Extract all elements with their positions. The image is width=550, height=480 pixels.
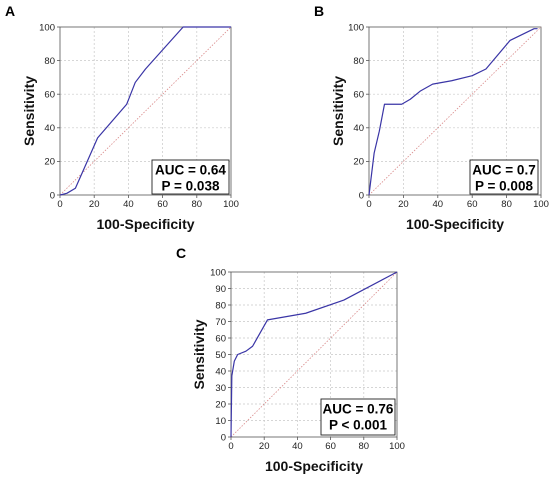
stats-box bbox=[469, 159, 539, 195]
y-tick-label: 100 bbox=[39, 22, 55, 33]
x-tick-label: 100 bbox=[389, 441, 405, 452]
p-value: P = 0.038 bbox=[162, 179, 220, 194]
y-tick-label: 100 bbox=[348, 22, 364, 33]
roc-panel-c: C 0 20 40 60 80 100 0 10 20 30 40 50 60 70 80 90 100 100-S… bbox=[176, 245, 405, 474]
y-tick-label: 60 bbox=[44, 90, 55, 101]
y-tick-label: 40 bbox=[353, 123, 364, 134]
x-tick-label: 20 bbox=[89, 199, 100, 210]
x-tick-label: 20 bbox=[398, 199, 409, 210]
y-tick-label: 50 bbox=[215, 350, 226, 361]
x-tick-label: 100 bbox=[533, 199, 549, 210]
panel-letter: A bbox=[5, 3, 15, 19]
x-axis-title: 100-Specificity bbox=[265, 458, 363, 474]
panel-letter: C bbox=[176, 245, 186, 261]
x-tick-label: 100 bbox=[223, 199, 239, 210]
x-tick-label: 60 bbox=[325, 441, 336, 452]
plot-frame bbox=[59, 26, 232, 196]
y-tick-label: 0 bbox=[221, 432, 226, 443]
y-tick-label: 10 bbox=[215, 416, 226, 427]
y-tick-label: 80 bbox=[353, 56, 364, 67]
x-tick-label: 80 bbox=[359, 441, 370, 452]
auc-value: AUC = 0.64 bbox=[155, 163, 226, 178]
y-tick-label: 60 bbox=[353, 90, 364, 101]
x-tick-label: 0 bbox=[57, 199, 62, 210]
panel-letter: B bbox=[314, 3, 324, 19]
x-tick-label: 80 bbox=[501, 199, 512, 210]
x-tick-label: 20 bbox=[259, 441, 270, 452]
x-tick-label: 0 bbox=[366, 199, 371, 210]
reference-diagonal bbox=[368, 26, 542, 196]
auc-value: AUC = 0.76 bbox=[323, 402, 394, 417]
x-tick-label: 60 bbox=[467, 199, 478, 210]
y-axis-title: Sensitivity bbox=[191, 319, 207, 389]
grid bbox=[60, 27, 231, 195]
reference-diagonal bbox=[230, 271, 398, 438]
x-tick-label: 40 bbox=[123, 199, 134, 210]
y-axis-title: Sensitivity bbox=[330, 76, 346, 146]
auc-value: AUC = 0.7 bbox=[472, 163, 535, 178]
y-tick-label: 70 bbox=[215, 317, 226, 328]
y-tick-label: 0 bbox=[50, 190, 55, 201]
y-tick-label: 30 bbox=[215, 383, 226, 394]
y-tick-label: 90 bbox=[215, 284, 226, 295]
y-tick-label: 20 bbox=[353, 157, 364, 168]
roc-curve bbox=[230, 271, 398, 438]
x-tick-label: 80 bbox=[192, 199, 203, 210]
stats-box bbox=[151, 159, 230, 195]
y-tick-label: 60 bbox=[215, 333, 226, 344]
y-axis-title: Sensitivity bbox=[21, 76, 37, 146]
plot-frame bbox=[368, 26, 542, 196]
y-tick-label: 40 bbox=[44, 123, 55, 134]
x-tick-label: 40 bbox=[292, 441, 303, 452]
x-tick-label: 60 bbox=[157, 199, 168, 210]
roc-panel-b: B 0 20 40 60 80 100 0 20 40 60 80 100 100-Specificity… bbox=[314, 3, 549, 232]
y-tick-label: 80 bbox=[44, 56, 55, 67]
y-tick-label: 20 bbox=[215, 399, 226, 410]
x-tick-label: 40 bbox=[433, 199, 444, 210]
y-tick-label: 80 bbox=[215, 300, 226, 311]
reference-diagonal bbox=[59, 26, 232, 196]
x-axis-title: 100-Specificity bbox=[96, 216, 194, 232]
x-axis-title: 100-Specificity bbox=[406, 216, 504, 232]
roc-curve bbox=[368, 28, 538, 196]
y-tick-label: 0 bbox=[359, 190, 364, 201]
p-value: P < 0.001 bbox=[329, 418, 387, 433]
y-tick-label: 40 bbox=[215, 366, 226, 377]
y-tick-label: 100 bbox=[210, 267, 226, 278]
y-tick-label: 20 bbox=[44, 157, 55, 168]
x-tick-label: 0 bbox=[228, 441, 233, 452]
p-value: P = 0.008 bbox=[475, 179, 533, 194]
roc-panel-a: A 0 20 40 60 80 100 0 20 40 60 80 100 100-Specificity… bbox=[5, 3, 239, 232]
stats-box bbox=[320, 398, 396, 436]
roc-curve bbox=[59, 26, 231, 196]
